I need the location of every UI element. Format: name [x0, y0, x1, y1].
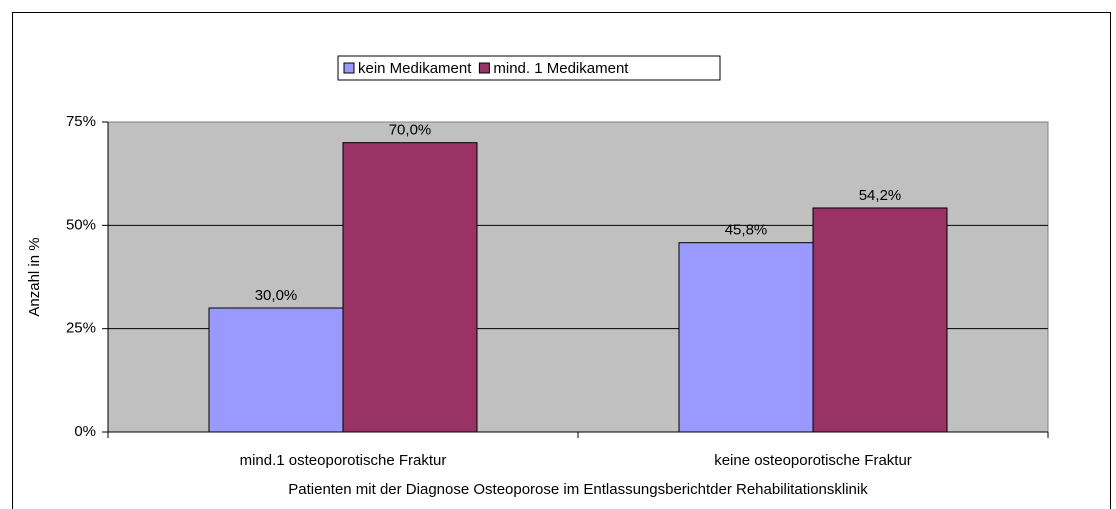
value-label: 70,0% [389, 122, 432, 139]
bar [812, 207, 948, 433]
bar [208, 307, 344, 433]
x-tick-label: mind.1 osteoporotische Fraktur [240, 452, 447, 469]
legend-swatch [343, 62, 355, 74]
value-label: 30,0% [255, 287, 298, 304]
legend-box [337, 55, 721, 81]
y-tick-label: 75% [66, 113, 96, 130]
y-axis-label: Anzahl in % [26, 237, 43, 316]
y-tick-label: 50% [66, 216, 96, 233]
y-tick-label: 0% [74, 423, 96, 440]
y-tick-label: 25% [66, 320, 96, 337]
value-label: 54,2% [859, 187, 902, 204]
legend-label: mind. 1 Medikament [493, 60, 629, 77]
value-label: 45,8% [725, 222, 768, 239]
legend-swatch [478, 62, 490, 74]
bar [342, 142, 478, 433]
bar [678, 242, 814, 433]
x-axis-label: Patienten mit der Diagnose Osteoporose i… [288, 481, 868, 498]
legend-label: kein Medikament [358, 60, 472, 77]
x-tick-label: keine osteoporotische Fraktur [714, 452, 912, 469]
